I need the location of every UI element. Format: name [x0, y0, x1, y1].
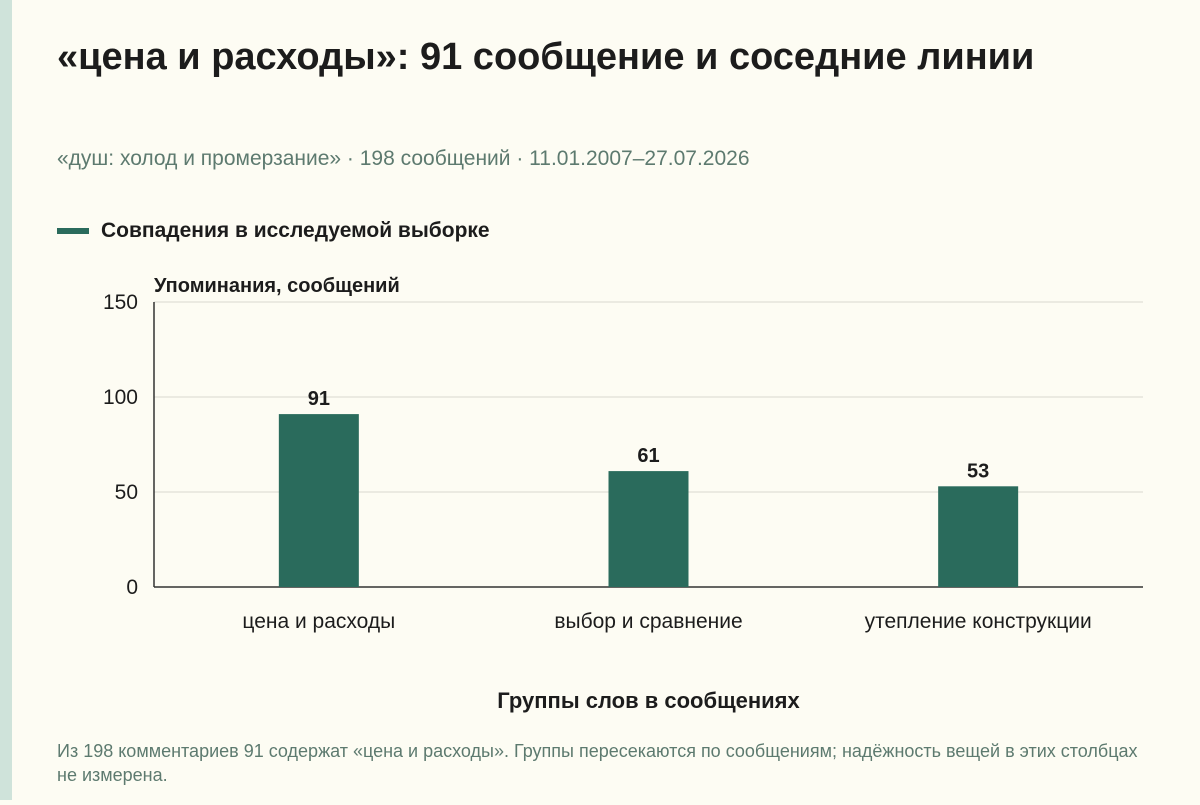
x-tick-label: утепление конструкции [865, 610, 1092, 633]
chart-legend: Совпадения в исследуемой выборке [57, 219, 490, 243]
legend-label: Совпадения в исследуемой выборке [101, 219, 490, 242]
bar-value-label: 91 [308, 388, 330, 410]
y-tick-label: 100 [103, 386, 138, 409]
x-tick-label: цена и расходы [242, 610, 395, 633]
bar [938, 486, 1019, 587]
accent-strip [0, 0, 12, 800]
legend-swatch [57, 228, 89, 234]
x-axis-label: Группы слов в сообщениях [497, 688, 800, 713]
y-tick-label: 0 [126, 576, 138, 599]
page-title: «цена и расходы»: 91 сообщение и соседни… [57, 36, 1035, 78]
page-subtitle: «душ: холод и промерзание» · 198 сообщен… [57, 147, 750, 170]
bar-value-label: 61 [637, 445, 659, 467]
y-axis-label: Упоминания, сообщений [154, 275, 400, 297]
footnote: Из 198 комментариев 91 содержат «цена и … [57, 741, 1138, 785]
y-tick-label: 150 [103, 291, 138, 314]
bar [278, 414, 359, 587]
y-tick-label: 50 [115, 481, 138, 504]
bar-value-label: 53 [967, 460, 989, 482]
x-tick-label: выбор и сравнение [554, 610, 742, 633]
bar [608, 471, 689, 587]
